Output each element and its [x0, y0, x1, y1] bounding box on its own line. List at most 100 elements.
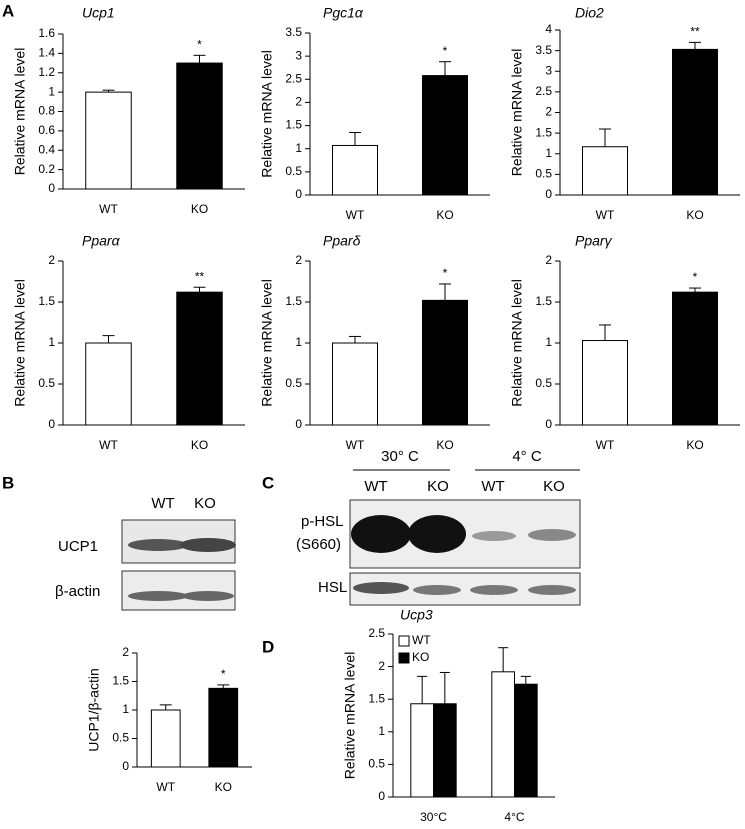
- x-tick-label: 4°C: [504, 810, 524, 824]
- y-tick-label: 0.8: [38, 104, 55, 118]
- lane-label: KO: [427, 478, 449, 495]
- row-label: UCP1: [58, 538, 98, 555]
- bar: [332, 144, 378, 196]
- bar: [422, 75, 468, 196]
- y-tick-label: 0: [295, 417, 302, 431]
- y-tick-label: 0.5: [285, 376, 302, 390]
- x-tick-label: WT: [99, 202, 118, 216]
- lane-label: WT: [364, 478, 387, 495]
- legend-label: KO: [412, 650, 429, 664]
- bar: [672, 291, 718, 426]
- y-tick-label: 3.5: [535, 43, 552, 57]
- significance: **: [195, 269, 205, 283]
- lane-label: WT: [481, 478, 504, 495]
- bar: [422, 299, 468, 426]
- x-tick-label: WT: [99, 438, 118, 452]
- y-tick-label: 1.5: [535, 294, 552, 308]
- y-axis-title: Relative mRNA level: [259, 50, 275, 178]
- significance: *: [443, 44, 448, 58]
- blot-c: [349, 499, 581, 606]
- y-tick-label: 1: [378, 724, 385, 738]
- y-axis-title: UCP1/β-actin: [86, 668, 102, 752]
- x-tick-label: KO: [686, 438, 703, 452]
- lane-label: WT: [151, 495, 174, 512]
- y-tick-label: 1: [122, 702, 129, 716]
- bar: [672, 48, 718, 196]
- lane-label: KO: [543, 478, 565, 495]
- y-tick-label: 2: [295, 253, 302, 267]
- row-label: p-HSL: [301, 513, 344, 530]
- y-tick-label: 0.2: [38, 162, 55, 176]
- y-tick-label: 2.5: [535, 84, 552, 98]
- x-tick-label: WT: [346, 438, 365, 452]
- x-tick-label: KO: [436, 438, 453, 452]
- panel-label: B: [2, 473, 14, 492]
- bar: [208, 687, 239, 768]
- group-label: 4° C: [512, 448, 542, 465]
- y-axis-title: Relative mRNA level: [12, 48, 28, 176]
- y-tick-label: 1: [295, 141, 302, 155]
- y-tick-label: 2: [122, 645, 129, 659]
- panel-label: C: [262, 473, 274, 492]
- blot-b: [121, 519, 236, 611]
- y-tick-label: 2.5: [368, 626, 385, 640]
- y-axis-title: Relative mRNA level: [259, 279, 275, 407]
- chart-title: Pgc1α: [323, 5, 364, 21]
- legend-swatch: [398, 635, 410, 647]
- row-label: HSL: [318, 579, 347, 596]
- bar: [433, 703, 457, 798]
- significance: *: [693, 270, 698, 284]
- bar: [85, 91, 132, 190]
- significance: *: [221, 667, 226, 681]
- row-label: β-actin: [55, 583, 100, 600]
- x-tick-label: KO: [686, 208, 703, 222]
- x-tick-label: WT: [156, 780, 175, 794]
- significance: *: [197, 37, 202, 51]
- legend-swatch: [398, 652, 410, 664]
- y-tick-label: 1.5: [112, 674, 129, 688]
- bar: [176, 62, 223, 190]
- legend-label: WT: [412, 633, 431, 647]
- y-tick-label: 0: [378, 789, 385, 803]
- y-tick-label: 3: [295, 48, 302, 62]
- x-tick-label: KO: [215, 780, 232, 794]
- chart-title: Pparα: [82, 233, 121, 249]
- bar: [582, 146, 628, 196]
- y-tick-label: 0: [48, 181, 55, 195]
- x-tick-label: KO: [191, 202, 208, 216]
- x-tick-label: KO: [436, 208, 453, 222]
- y-tick-label: 0: [122, 759, 129, 773]
- group-label: 30° C: [381, 448, 419, 465]
- y-tick-label: 0.5: [368, 757, 385, 771]
- y-tick-label: 1.2: [38, 65, 55, 79]
- x-tick-label: WT: [596, 438, 615, 452]
- y-tick-label: 1.5: [285, 294, 302, 308]
- y-tick-label: 0: [295, 187, 302, 201]
- y-tick-label: 1: [295, 335, 302, 349]
- bar: [491, 671, 516, 798]
- y-tick-label: 1.5: [38, 294, 55, 308]
- bar: [582, 340, 628, 426]
- significance: **: [690, 25, 700, 39]
- y-tick-label: 1.5: [368, 691, 385, 705]
- bar: [85, 342, 132, 426]
- y-tick-label: 1: [545, 146, 552, 160]
- y-tick-label: 2.5: [285, 71, 302, 85]
- y-tick-label: 1: [48, 84, 55, 98]
- row-label: (S660): [296, 536, 341, 553]
- y-tick-label: 0.5: [285, 164, 302, 178]
- y-tick-label: 0.6: [38, 123, 55, 137]
- y-tick-label: 1.5: [535, 125, 552, 139]
- chart-title: Dio2: [575, 5, 604, 21]
- y-tick-label: 1: [545, 335, 552, 349]
- bar: [176, 291, 223, 426]
- x-tick-label: 30°C: [420, 810, 447, 824]
- y-axis-title: Relative mRNA level: [342, 652, 358, 780]
- y-tick-label: 0.5: [535, 167, 552, 181]
- chart-title: Pparγ: [575, 233, 613, 249]
- y-tick-label: 2: [378, 659, 385, 673]
- lane-label: KO: [194, 495, 216, 512]
- y-tick-label: 0: [545, 187, 552, 201]
- y-tick-label: 3: [545, 63, 552, 77]
